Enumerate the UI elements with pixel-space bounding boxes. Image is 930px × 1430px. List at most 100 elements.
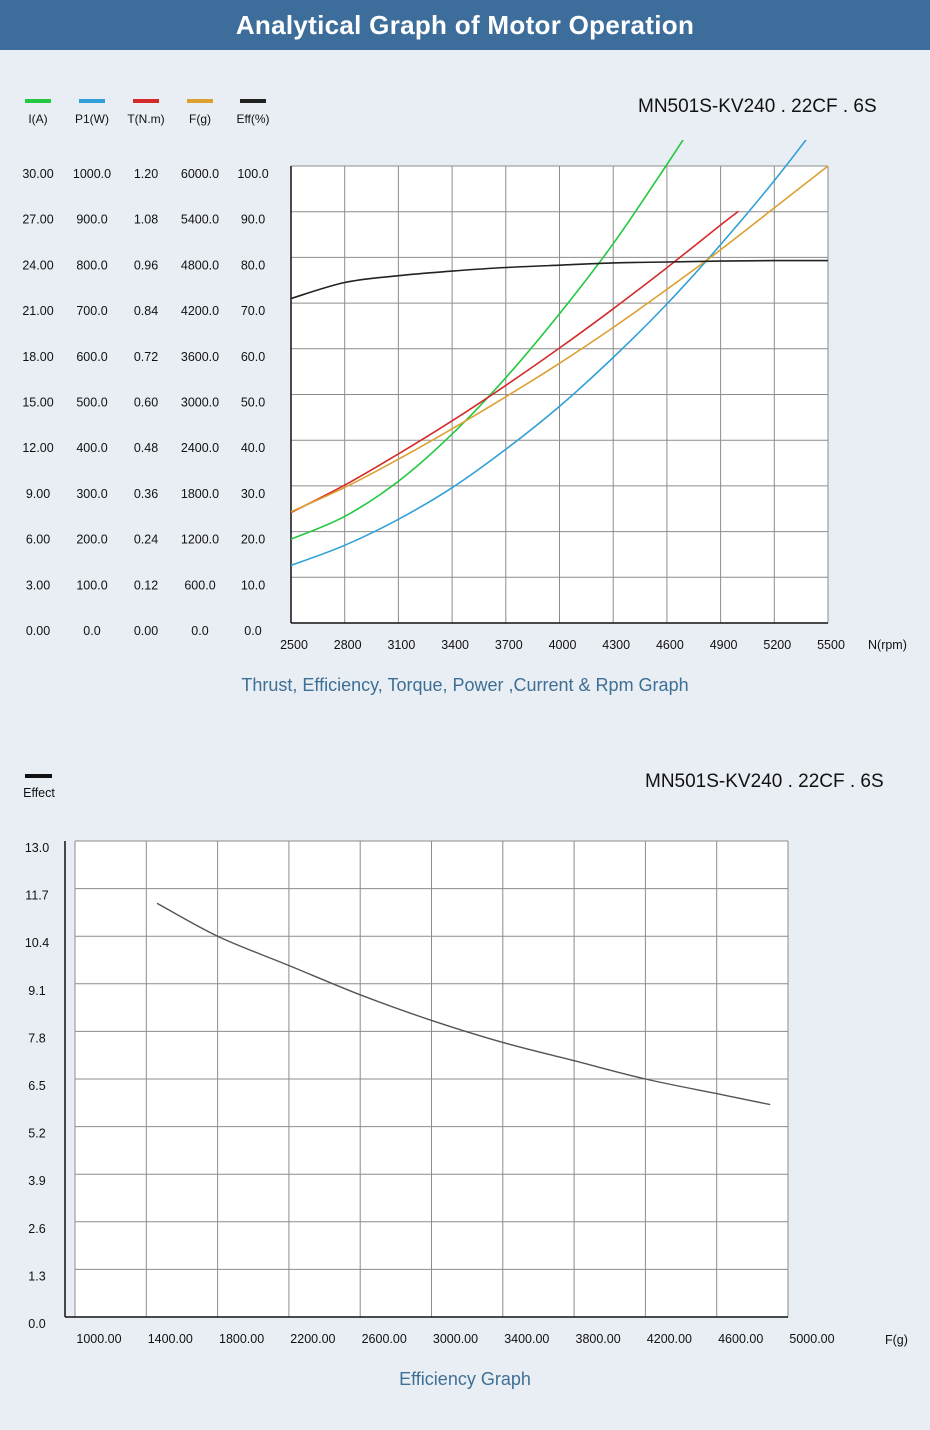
chart2-x-tick-label: 5000.00 xyxy=(789,1332,834,1346)
chart2-x-tick-label: 3400.00 xyxy=(504,1332,549,1346)
y-tick-efficiency: 90.0 xyxy=(241,213,265,227)
y-tick-efficiency: 100.0 xyxy=(237,167,268,181)
chart2-model-label: MN501S-KV240 . 22CF . 6S xyxy=(645,771,884,792)
chart1-x-tick-label: 4900 xyxy=(710,638,738,652)
chart2-y-tick-label: 7.8 xyxy=(28,1031,45,1045)
chart2-x-tick-label: 3000.00 xyxy=(433,1332,478,1346)
y-tick-efficiency: 0.0 xyxy=(244,624,261,638)
y-tick-current: 0.00 xyxy=(26,624,50,638)
chart2-y-tick-label: 9.1 xyxy=(28,984,45,998)
y-tick-efficiency: 20.0 xyxy=(241,533,265,547)
y-tick-thrust: 600.0 xyxy=(184,578,215,592)
y-tick-torque: 0.48 xyxy=(134,441,158,455)
y-tick-torque: 0.36 xyxy=(134,487,158,501)
chart1-x-tick-label: 4000 xyxy=(549,638,577,652)
y-tick-power: 700.0 xyxy=(76,304,107,318)
chart1-model-label: MN501S-KV240 . 22CF . 6S xyxy=(638,96,877,117)
chart2-x-axis-label: F(g) xyxy=(885,1333,908,1347)
y-tick-thrust: 3000.0 xyxy=(181,396,219,410)
chart2-y-tick-label: 6.5 xyxy=(28,1079,45,1093)
y-tick-efficiency: 60.0 xyxy=(241,350,265,364)
y-tick-current: 21.00 xyxy=(22,304,53,318)
chart2-y-tick-label: 5.2 xyxy=(28,1127,45,1141)
chart2-x-tick-label: 2600.00 xyxy=(362,1332,407,1346)
y-tick-efficiency: 70.0 xyxy=(241,304,265,318)
y-tick-thrust: 5400.0 xyxy=(181,213,219,227)
y-tick-efficiency: 40.0 xyxy=(241,441,265,455)
chart2-y-tick-label: 3.9 xyxy=(28,1174,45,1188)
y-tick-torque: 0.96 xyxy=(134,258,158,272)
chart2-y-tick-label: 11.7 xyxy=(25,889,48,903)
y-tick-current: 9.00 xyxy=(26,487,50,501)
y-tick-power: 900.0 xyxy=(76,213,107,227)
chart2-y-tick-label: 10.4 xyxy=(25,936,49,950)
chart2-caption: Efficiency Graph xyxy=(399,1369,531,1389)
chart1-x-axis-label: N(rpm) xyxy=(868,638,907,652)
y-tick-torque: 1.08 xyxy=(134,213,158,227)
chart2-x-tick-label: 3800.00 xyxy=(576,1332,621,1346)
legend-label-power: P1(W) xyxy=(75,112,109,126)
chart2-x-tick-label: 4200.00 xyxy=(647,1332,692,1346)
y-tick-current: 24.00 xyxy=(22,258,53,272)
chart1-caption: Thrust, Efficiency, Torque, Power ,Curre… xyxy=(241,675,689,695)
chart2-x-tick-label: 2200.00 xyxy=(290,1332,335,1346)
y-tick-power: 400.0 xyxy=(76,441,107,455)
chart2-y-tick-label: 13.0 xyxy=(25,841,49,855)
legend-label-efficiency: Eff(%) xyxy=(236,112,269,126)
y-tick-torque: 0.00 xyxy=(134,624,158,638)
y-tick-efficiency: 50.0 xyxy=(241,396,265,410)
chart1-x-tick-label: 3700 xyxy=(495,638,523,652)
chart1-x-tick-label: 5200 xyxy=(763,638,791,652)
y-tick-power: 1000.0 xyxy=(73,167,111,181)
chart2-x-tick-label: 4600.00 xyxy=(718,1332,763,1346)
chart1-x-tick-label: 4300 xyxy=(602,638,630,652)
y-tick-thrust: 4800.0 xyxy=(181,258,219,272)
y-tick-efficiency: 30.0 xyxy=(241,487,265,501)
legend-label-torque: T(N.m) xyxy=(127,112,164,126)
y-tick-torque: 0.60 xyxy=(134,396,158,410)
y-tick-torque: 1.20 xyxy=(134,167,158,181)
y-tick-torque: 0.24 xyxy=(134,533,158,547)
chart2-y-tick-label: 2.6 xyxy=(28,1222,45,1236)
series-line-efficiency xyxy=(291,259,829,300)
chart2-x-tick-label: 1400.00 xyxy=(148,1332,193,1346)
chart1-x-tick-label: 2800 xyxy=(334,638,362,652)
chart1-x-tick-label: 5500 xyxy=(817,638,845,652)
y-tick-power: 200.0 xyxy=(76,533,107,547)
y-tick-torque: 0.84 xyxy=(134,304,158,318)
y-tick-current: 3.00 xyxy=(26,578,50,592)
y-tick-power: 0.0 xyxy=(83,624,100,638)
y-tick-efficiency: 10.0 xyxy=(241,578,265,592)
y-tick-efficiency: 80.0 xyxy=(241,258,265,272)
y-tick-thrust: 3600.0 xyxy=(181,350,219,364)
y-tick-thrust: 0.0 xyxy=(191,624,208,638)
y-tick-power: 300.0 xyxy=(76,487,107,501)
y-tick-current: 27.00 xyxy=(22,213,53,227)
y-tick-thrust: 4200.0 xyxy=(181,304,219,318)
y-tick-current: 30.00 xyxy=(22,167,53,181)
chart2-y-tick-label: 1.3 xyxy=(28,1269,45,1283)
y-tick-power: 800.0 xyxy=(76,258,107,272)
y-tick-thrust: 1200.0 xyxy=(181,533,219,547)
series-line-current xyxy=(291,140,684,540)
chart1-x-tick-label: 3400 xyxy=(441,638,469,652)
chart1-x-tick-label: 2500 xyxy=(280,638,308,652)
chart2-x-tick-label: 1800.00 xyxy=(219,1332,264,1346)
series-line-power xyxy=(291,140,807,567)
y-tick-current: 18.00 xyxy=(22,350,53,364)
y-tick-thrust: 1800.0 xyxy=(181,487,219,501)
y-tick-thrust: 6000.0 xyxy=(181,167,219,181)
series-line-torque xyxy=(291,210,739,514)
chart1-x-tick-label: 4600 xyxy=(656,638,684,652)
series-line-effect xyxy=(156,902,771,1106)
y-tick-current: 6.00 xyxy=(26,533,50,547)
y-tick-torque: 0.12 xyxy=(134,578,158,592)
y-tick-torque: 0.72 xyxy=(134,350,158,364)
y-tick-current: 12.00 xyxy=(22,441,53,455)
y-tick-power: 600.0 xyxy=(76,350,107,364)
y-tick-power: 500.0 xyxy=(76,396,107,410)
legend-label-effect: Effect xyxy=(23,786,55,800)
legend-label-thrust: F(g) xyxy=(189,112,211,126)
y-tick-power: 100.0 xyxy=(76,578,107,592)
page-title: Analytical Graph of Motor Operation xyxy=(0,0,930,50)
